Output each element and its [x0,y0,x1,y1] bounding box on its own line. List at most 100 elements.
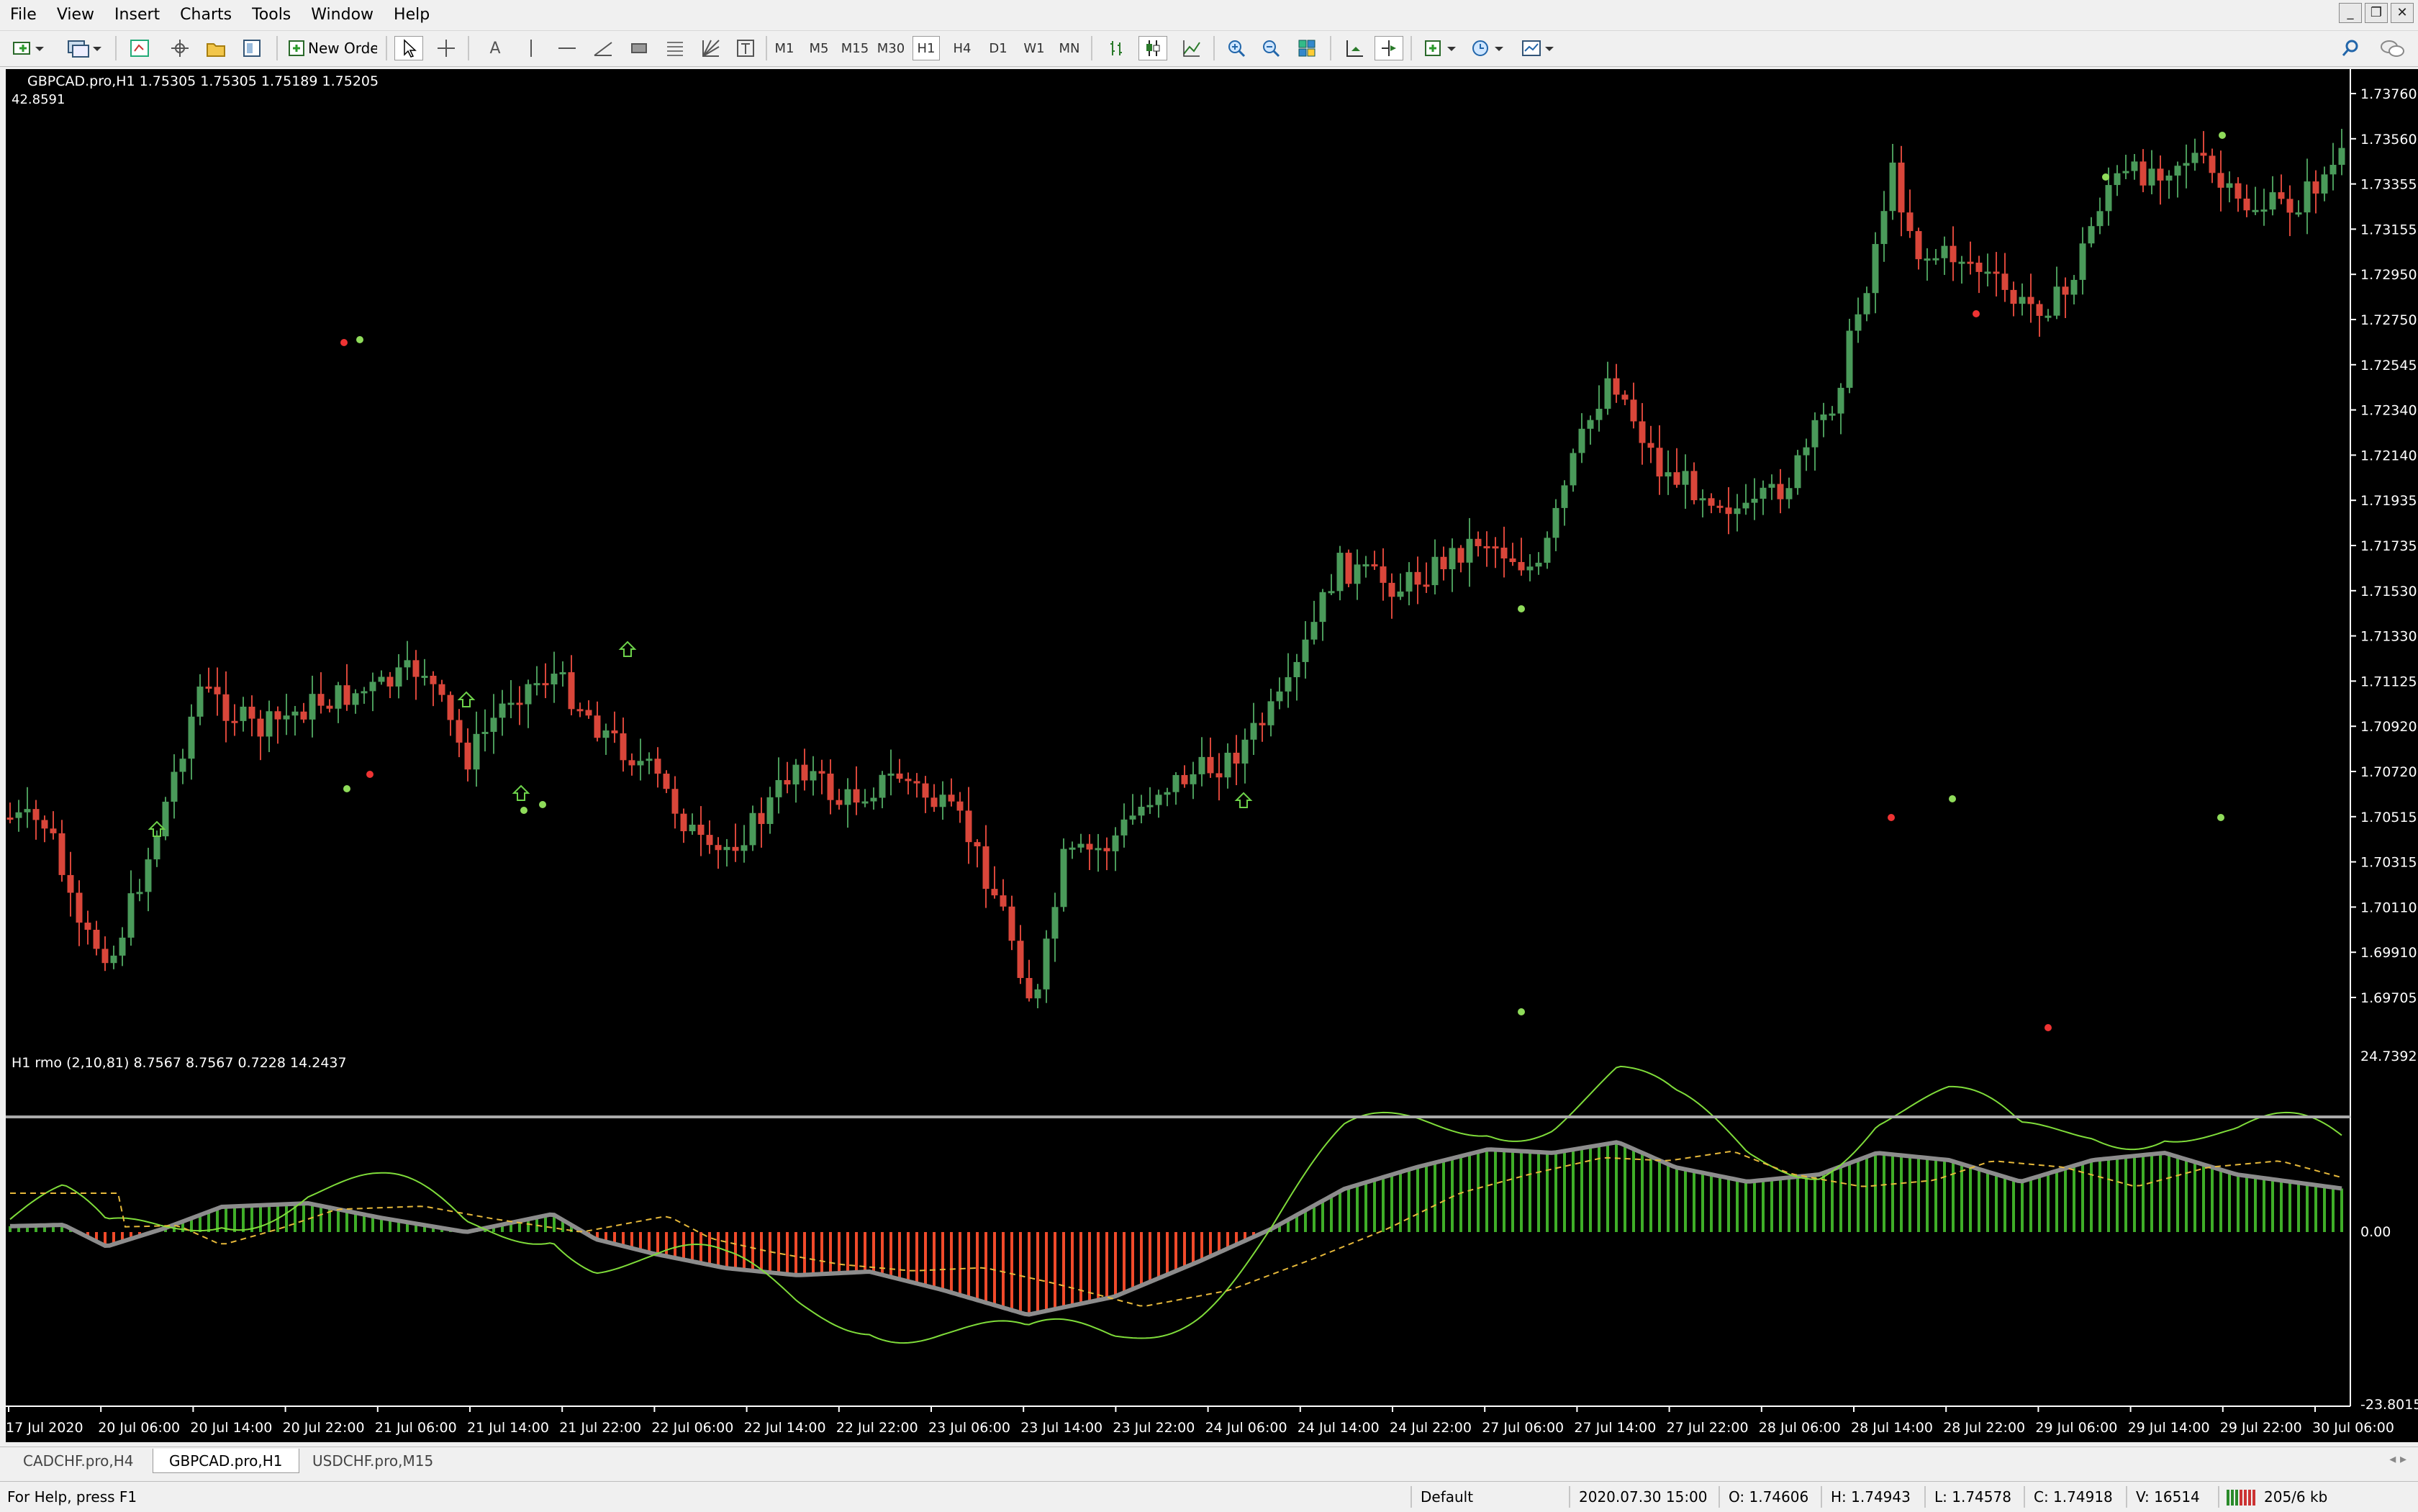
candle-body [2183,163,2190,166]
chart-shift-button[interactable] [1340,36,1369,60]
menu-tools[interactable]: Tools [252,6,291,24]
candle-body [1880,211,1888,245]
text-label-button[interactable] [731,36,760,60]
gann-button[interactable] [697,36,725,60]
indicators-button[interactable] [1421,36,1461,60]
price-tick-label: 1.71735 [2360,538,2417,554]
menu-charts[interactable]: Charts [180,6,232,24]
candle-body [404,660,411,668]
candle-body [1811,420,1819,448]
zoom-in-button[interactable] [1222,36,1251,60]
status-volume: V: 16514 [2136,1488,2200,1506]
tab-usdchf[interactable]: USDCHF.pro,M15 [312,1452,434,1470]
candle-body [1984,271,1991,274]
menu-insert[interactable]: Insert [114,6,160,24]
candle-body [283,715,290,720]
zoom-out-button[interactable] [1256,36,1285,60]
channel-button[interactable] [625,36,653,60]
terminal-button[interactable] [237,36,266,60]
price-tick-label: 1.72140 [2360,448,2417,463]
templates-button[interactable] [1518,36,1559,60]
text-tool-button[interactable]: A [481,36,510,60]
timeframe-m1-label: M1 [774,40,794,56]
candle-body [447,694,454,720]
bar-chart-button[interactable] [1102,36,1131,60]
close-icon[interactable]: ✕ [2391,3,2414,23]
candle-body [2148,168,2155,186]
candle-body [1397,591,1404,597]
timeframe-m15[interactable]: M15 [839,36,871,60]
menu-file[interactable]: File [10,6,37,24]
menu-window[interactable]: Window [311,6,374,24]
timeframe-d1[interactable]: D1 [984,36,1012,60]
fibo-button[interactable] [661,36,689,60]
candle-body [2122,171,2129,173]
timeframe-m5[interactable]: M5 [805,36,833,60]
candle-body [343,685,350,705]
search-button[interactable] [2336,36,2365,60]
horizontal-line-button[interactable] [553,36,581,60]
candle-body [196,687,204,717]
autoscroll-button[interactable] [1375,36,1403,60]
candle-body [896,773,903,779]
tile-windows-button[interactable] [1292,36,1321,60]
candle-body [1267,701,1274,725]
timeframe-h1[interactable]: H1 [913,36,940,60]
candle-body [214,687,221,694]
gann-icon [702,40,720,57]
tab-scroll-icon[interactable]: ◂ ▸ [2389,1452,2406,1467]
chat-button[interactable] [2375,36,2409,60]
candle-body [2191,153,2199,163]
crosshair-button[interactable] [432,36,461,60]
periods-button[interactable] [1468,36,1508,60]
candle-body [1760,487,1767,499]
timeframe-m30[interactable]: M30 [875,36,907,60]
horizontal-line-icon [558,47,576,49]
signal-dot [2217,814,2224,821]
time-tick-label: 22 Jul 06:00 [651,1420,733,1436]
chart-canvas[interactable]: 1.73760 1.73560 1.73355 1.73155 1.72950 1.727… [6,69,2418,1442]
market-watch-button[interactable] [125,36,154,60]
candle-body [1613,378,1620,395]
time-tick-label: 23 Jul 06:00 [928,1420,1010,1436]
tab-cadchf[interactable]: CADCHF.pro,H4 [23,1452,134,1470]
price-tick-label: 1.71530 [2360,584,2417,599]
candle-body [784,779,791,785]
candle-body [1535,562,1542,567]
timeframe-h4[interactable]: H4 [948,36,976,60]
folder-button[interactable] [202,36,230,60]
candlestick-button[interactable] [1138,36,1167,60]
signal-dot [340,339,348,346]
chart-window[interactable]: 1.73760 1.73560 1.73355 1.73155 1.72950 1.727… [6,69,2418,1442]
line-chart-button[interactable] [1177,36,1206,60]
timeframe-m30-label: M30 [877,40,905,56]
restore-icon[interactable]: ❐ [2365,3,2388,23]
profiles-button[interactable] [62,36,105,60]
trendline-button[interactable] [589,36,617,60]
price-tick-label: 1.71935 [2360,493,2417,509]
new-order-button[interactable]: New Order [284,36,380,60]
crosshair-icon [438,40,455,57]
tab-gbpcad[interactable]: GBPCAD.pro,H1 [153,1449,299,1473]
vertical-line-button[interactable] [517,36,545,60]
cursor-button[interactable] [394,36,423,60]
candle-body [637,761,644,766]
rectangle-icon [631,43,647,53]
minimize-icon[interactable]: _ [2339,3,2362,23]
status-open: O: 1.74606 [1729,1488,1809,1506]
candle-body [922,783,929,798]
new-chart-button[interactable] [7,36,50,60]
candle-body [905,779,912,782]
timeframe-mn-label: MN [1059,40,1080,56]
timeframe-mn[interactable]: MN [1055,36,1084,60]
candle-body [879,774,886,798]
candle-body [654,759,661,774]
candle-body [1043,938,1050,990]
timeframe-w1[interactable]: W1 [1020,36,1048,60]
candle-body [1155,795,1162,805]
price-tick-label: 1.71125 [2360,674,2417,689]
navigator-button[interactable] [166,36,194,60]
menu-help[interactable]: Help [394,6,430,24]
menu-view[interactable]: View [56,6,95,24]
timeframe-m1[interactable]: M1 [770,36,799,60]
